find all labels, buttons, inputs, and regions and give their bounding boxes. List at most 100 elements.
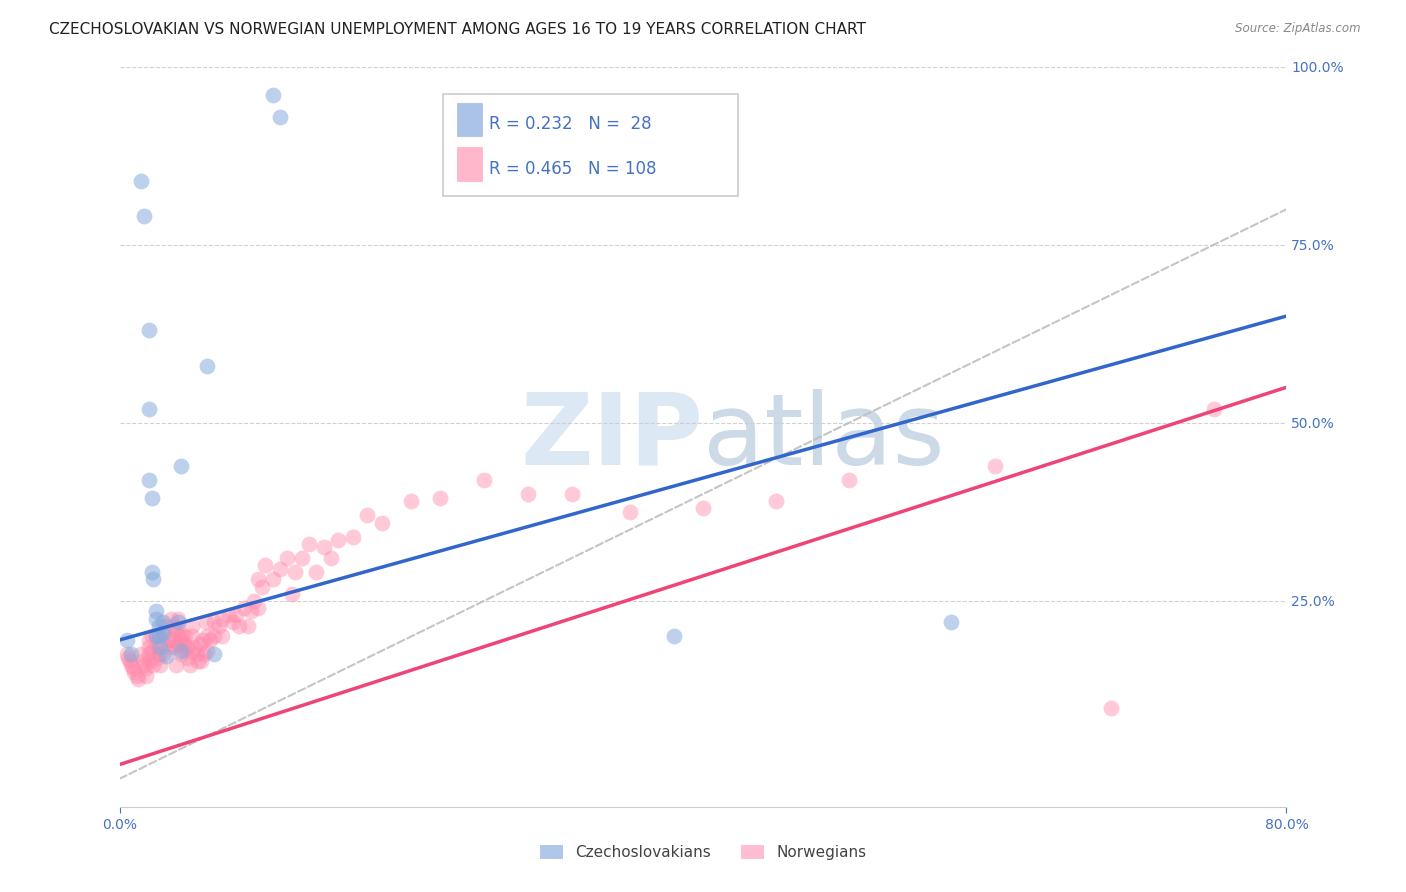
Point [181, 629, 204, 643]
Point [983, 458, 1005, 473]
Point [188, 636, 211, 650]
Point [139, 654, 162, 668]
Point [148, 647, 170, 661]
Point [176, 640, 198, 654]
Point [174, 643, 197, 657]
Text: ZIP: ZIP [520, 389, 703, 485]
Point [118, 654, 141, 668]
Point [166, 612, 188, 626]
Point [662, 629, 685, 643]
Text: Source: ZipAtlas.com: Source: ZipAtlas.com [1236, 22, 1361, 36]
Point [262, 88, 284, 103]
Point [269, 110, 291, 124]
Point [187, 654, 209, 668]
Point [283, 566, 307, 580]
Point [165, 657, 187, 672]
Point [179, 657, 201, 672]
Point [155, 618, 177, 632]
Point [191, 632, 214, 647]
Point [138, 647, 160, 661]
Point [152, 615, 174, 630]
Point [141, 491, 163, 505]
Point [149, 657, 172, 672]
Point [163, 640, 186, 654]
Point [166, 636, 188, 650]
Point [262, 573, 284, 587]
Point [692, 501, 714, 516]
Point [138, 473, 160, 487]
Point [190, 654, 212, 668]
Point [765, 494, 787, 508]
Point [170, 643, 193, 657]
Point [319, 551, 342, 566]
Point [561, 487, 583, 501]
Point [312, 541, 335, 555]
Point [141, 643, 163, 657]
Text: R = 0.465   N = 108: R = 0.465 N = 108 [489, 160, 657, 178]
Point [135, 668, 157, 682]
Point [254, 558, 277, 573]
Point [115, 647, 138, 661]
Point [211, 612, 233, 626]
Point [247, 573, 270, 587]
Point [242, 594, 264, 608]
Point [517, 487, 540, 501]
Point [838, 473, 860, 487]
Point [298, 537, 321, 551]
Point [162, 636, 184, 650]
Text: R = 0.232   N =  28: R = 0.232 N = 28 [489, 115, 652, 133]
Point [134, 210, 156, 224]
Point [145, 640, 167, 654]
Point [401, 494, 423, 508]
Point [429, 491, 451, 505]
Point [125, 668, 148, 682]
Point [328, 533, 350, 548]
Point [138, 401, 160, 416]
Point [157, 640, 180, 654]
Point [170, 647, 193, 661]
Point [149, 640, 172, 654]
Point [239, 605, 262, 619]
Point [131, 647, 153, 661]
Point [166, 622, 188, 636]
Point [232, 601, 254, 615]
Point [120, 657, 142, 672]
Point [228, 618, 250, 632]
Text: atlas: atlas [703, 389, 945, 485]
Point [181, 643, 204, 657]
Point [195, 359, 218, 373]
Point [202, 629, 225, 643]
Point [138, 632, 160, 647]
Point [159, 612, 181, 626]
Point [170, 632, 193, 647]
Point [276, 551, 298, 566]
Point [186, 647, 208, 661]
Point [1099, 700, 1122, 714]
Point [162, 618, 184, 632]
Point [138, 323, 160, 337]
Point [291, 551, 314, 566]
Point [202, 647, 225, 661]
Point [148, 618, 170, 632]
Point [142, 657, 165, 672]
Point [356, 508, 378, 523]
Point [173, 636, 195, 650]
Point [269, 562, 291, 576]
Point [145, 612, 167, 626]
Point [142, 573, 165, 587]
Point [225, 608, 247, 623]
Point [141, 629, 163, 643]
Point [117, 650, 139, 665]
Point [218, 608, 240, 623]
Point [619, 505, 641, 519]
Point [152, 625, 174, 640]
Point [371, 516, 394, 530]
Point [163, 622, 186, 636]
Point [177, 650, 200, 665]
Point [252, 580, 274, 594]
Point [939, 615, 962, 630]
Point [184, 640, 207, 654]
Point [152, 647, 174, 661]
Point [174, 629, 197, 643]
Point [159, 632, 181, 647]
